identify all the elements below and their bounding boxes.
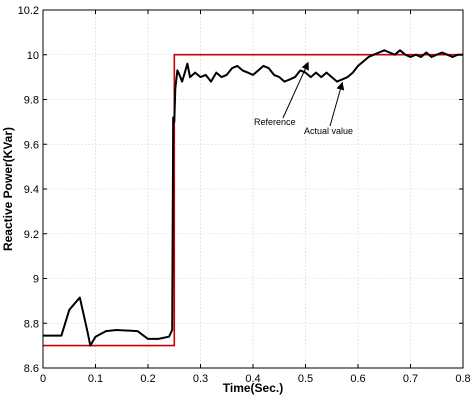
x-tick-label: 0.7 [403, 373, 418, 385]
x-tick-label: 0 [40, 373, 46, 385]
x-tick-label: 0.1 [88, 373, 103, 385]
y-tick-label: 8.6 [24, 363, 39, 375]
y-tick-label: 10.2 [18, 5, 39, 17]
x-tick-label: 0.4 [245, 373, 260, 385]
y-tick-labels: 8.6 8.8 9 9.2 9.4 9.6 9.8 10 10.2 [18, 5, 39, 375]
series-reference-line [43, 53, 463, 347]
y-tick-label: 10 [27, 50, 39, 62]
x-tick-label: 0.5 [298, 373, 313, 385]
annotation-actual-value-arrow [329, 81, 345, 127]
x-tick-label: 0.3 [193, 373, 208, 385]
tick-marks [42, 9, 464, 369]
x-tick-label: 0.2 [140, 373, 155, 385]
annotation-actual-value: Actual value [304, 126, 353, 136]
annotations: Reference Actual value [254, 61, 353, 136]
x-tick-label: 0.8 [455, 373, 470, 385]
y-tick-label: 9 [33, 274, 39, 286]
x-tick-labels: 0 0.1 0.2 0.3 0.4 0.5 0.6 0.7 0.8 [40, 373, 471, 385]
y-tick-label: 9.4 [24, 184, 39, 196]
annotation-reference-arrow [282, 61, 309, 119]
y-tick-label: 8.8 [24, 318, 39, 330]
series-actual-line [43, 49, 463, 347]
x-axis-title: Time(Sec.) [223, 381, 283, 395]
y-tick-label: 9.8 [24, 95, 39, 107]
y-tick-label: 9.6 [24, 139, 39, 151]
y-axis-title: Reactive Power(KVar) [1, 127, 15, 251]
grid-lines [42, 9, 464, 369]
series-layer [43, 49, 463, 347]
x-tick-label: 0.6 [350, 373, 365, 385]
y-tick-label: 9.2 [24, 229, 39, 241]
annotation-reference: Reference [254, 117, 296, 127]
